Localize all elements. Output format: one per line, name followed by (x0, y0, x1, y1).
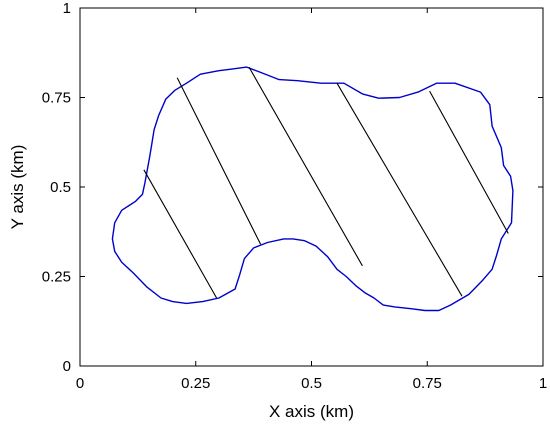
x-tick-label: 0.75 (413, 375, 442, 392)
x-tick-label: 0 (76, 375, 84, 392)
hatch-line-1 (143, 169, 218, 299)
y-tick-label: 0.25 (42, 269, 71, 286)
x-tick-label: 0.5 (301, 375, 322, 392)
hatch-line-5 (429, 90, 509, 234)
x-tick-label: 0.25 (181, 375, 210, 392)
y-axis-label: Y axis (km) (8, 145, 27, 230)
boundary-curve (111, 66, 514, 312)
plot-frame (79, 7, 544, 367)
x-axis-label: X axis (km) (269, 402, 354, 421)
hatch-line-2 (176, 77, 262, 245)
hatch-line-3 (248, 66, 363, 267)
hatch-line-4 (336, 82, 463, 297)
y-tick-label: 0.75 (42, 90, 71, 107)
y-tick-label: 0 (63, 358, 71, 375)
y-tick-label: 0.5 (50, 179, 71, 196)
y-tick-label: 1 (63, 0, 71, 17)
x-tick-label: 1 (539, 375, 547, 392)
